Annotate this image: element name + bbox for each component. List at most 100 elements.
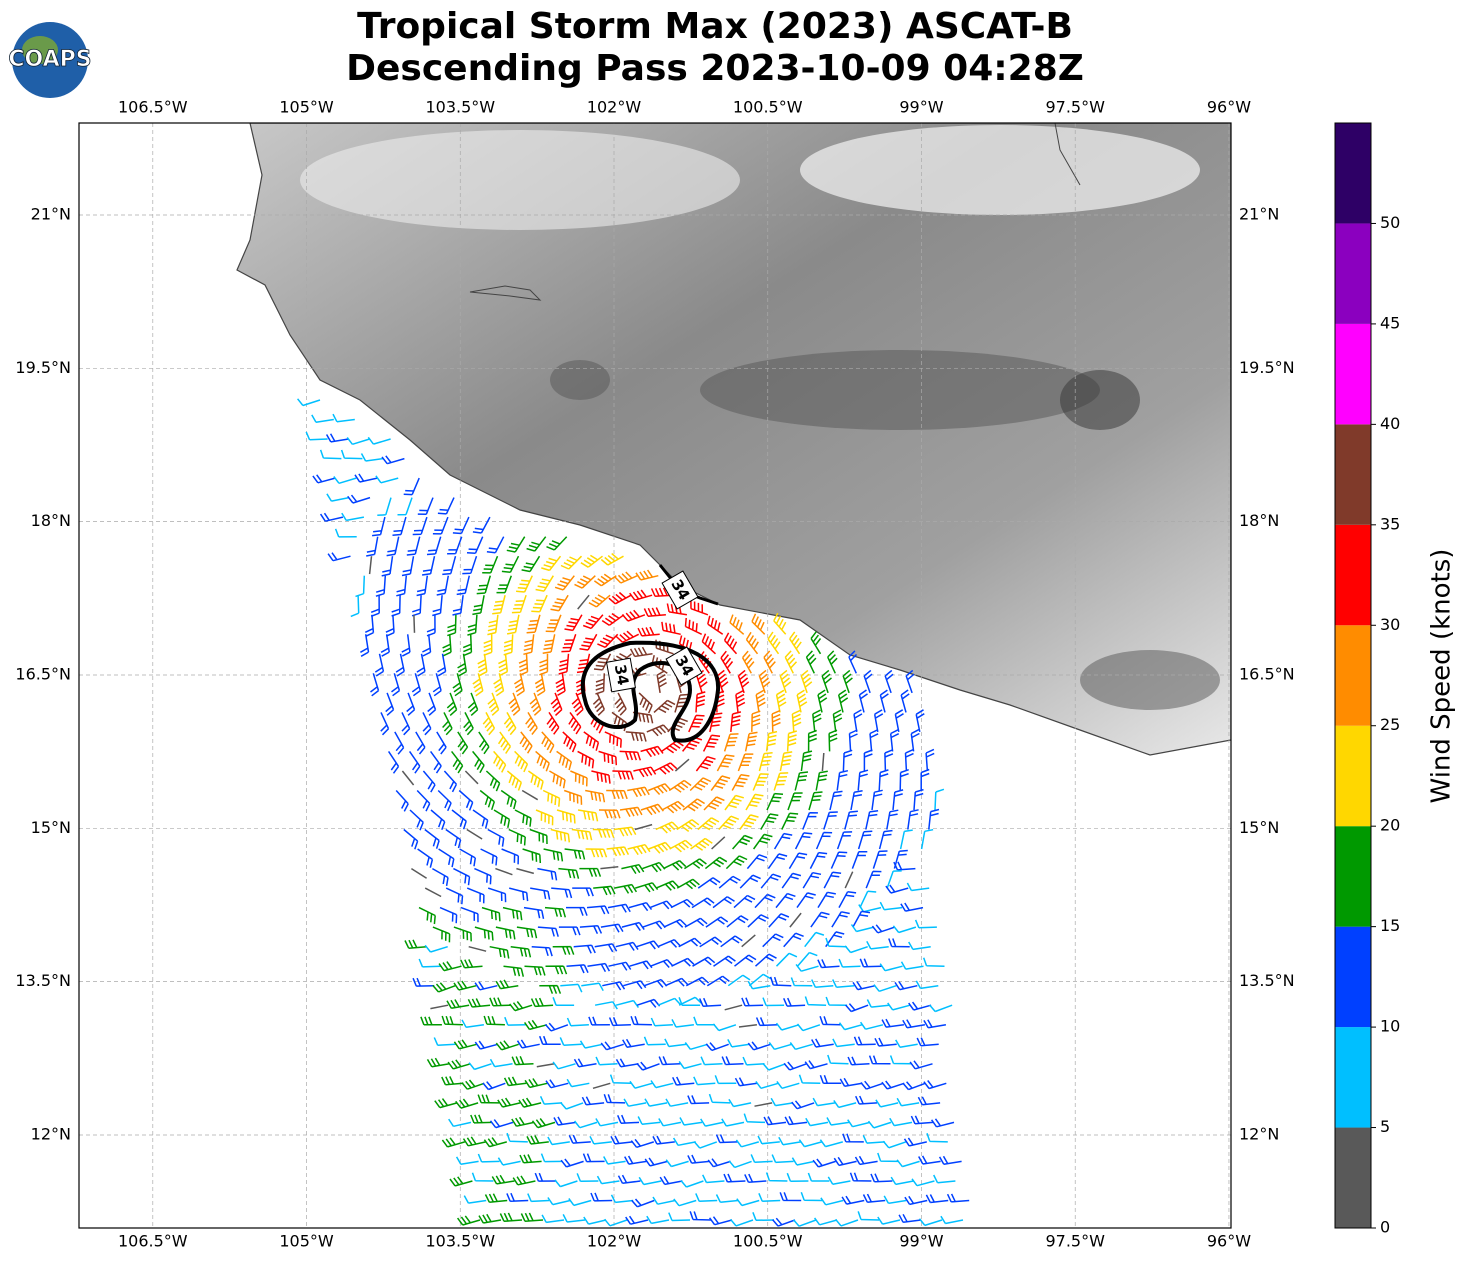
wind-barb bbox=[899, 768, 909, 791]
wind-barb bbox=[297, 398, 321, 407]
wind-barb bbox=[738, 1024, 757, 1028]
wind-barb bbox=[710, 775, 731, 791]
wind-barb bbox=[550, 594, 569, 612]
wind-barb bbox=[695, 691, 706, 713]
wind-barb bbox=[734, 1077, 758, 1087]
wind-barb bbox=[752, 833, 773, 850]
wind-barb bbox=[701, 633, 717, 655]
map-area: 34 34 34 bbox=[79, 123, 1231, 1228]
wind-barb bbox=[866, 999, 890, 1008]
wind-barb bbox=[678, 997, 701, 1007]
wind-barb bbox=[827, 1176, 851, 1185]
wind-barb bbox=[327, 552, 351, 562]
wind-barb bbox=[918, 1218, 943, 1227]
wind-barb bbox=[545, 965, 568, 975]
wind-barb bbox=[511, 1116, 535, 1127]
wind-barb bbox=[542, 789, 561, 807]
wind-barb bbox=[546, 711, 560, 735]
wind-barb bbox=[762, 933, 784, 948]
wind-barb bbox=[739, 814, 759, 830]
wind-barb bbox=[849, 1172, 872, 1182]
wind-barb bbox=[472, 516, 491, 534]
wind-barb bbox=[566, 1017, 589, 1027]
wind-barb bbox=[838, 958, 861, 968]
wind-barb bbox=[661, 621, 681, 636]
wind-barb bbox=[499, 1212, 523, 1223]
wind-barb bbox=[881, 1018, 904, 1028]
wind-barb bbox=[468, 945, 487, 952]
wind-barb bbox=[762, 1063, 786, 1071]
wind-barb bbox=[673, 1198, 697, 1207]
wind-barb bbox=[506, 770, 523, 791]
wind-barb bbox=[453, 980, 477, 991]
wind-barb bbox=[608, 961, 632, 971]
wind-barb bbox=[451, 809, 467, 830]
wind-barb bbox=[637, 626, 660, 637]
wind-barb bbox=[360, 634, 370, 657]
wind-barb bbox=[786, 1172, 809, 1182]
wind-barb bbox=[489, 945, 510, 959]
wind-barb bbox=[712, 896, 735, 909]
colorbar-bin bbox=[1335, 625, 1371, 726]
wind-barb bbox=[884, 749, 894, 772]
wind-barb bbox=[693, 1076, 716, 1086]
wind-barb bbox=[583, 731, 600, 751]
wind-barb bbox=[346, 437, 370, 446]
grid bbox=[79, 123, 1231, 1228]
wind-barb bbox=[600, 923, 624, 933]
wind-barb bbox=[447, 614, 457, 637]
wind-barb bbox=[340, 449, 363, 460]
wind-barb bbox=[779, 669, 792, 694]
wind-barb bbox=[705, 916, 729, 928]
wind-barb bbox=[598, 750, 618, 766]
wind-barb bbox=[595, 673, 606, 695]
wind-barb bbox=[790, 977, 813, 987]
wind-barb bbox=[483, 1137, 507, 1148]
wind-barb bbox=[685, 976, 710, 987]
wind-barb bbox=[430, 809, 446, 830]
wind-barb bbox=[729, 1218, 754, 1227]
wind-barb bbox=[540, 1153, 563, 1163]
wind-barb bbox=[916, 1037, 939, 1047]
terrain-dark bbox=[1060, 370, 1140, 430]
wind-barb bbox=[516, 867, 534, 875]
wind-barb bbox=[523, 1019, 548, 1031]
wind-barb bbox=[896, 1097, 920, 1107]
wind-barb bbox=[619, 806, 643, 817]
wind-barb bbox=[751, 710, 761, 732]
wind-barb bbox=[480, 848, 498, 866]
wind-barb bbox=[669, 839, 693, 853]
wind-barb bbox=[865, 870, 882, 889]
wind-barb bbox=[794, 832, 813, 850]
wind-barb bbox=[804, 1060, 828, 1070]
x-tick-label: 105°W bbox=[279, 98, 334, 117]
wind-barb bbox=[692, 956, 716, 967]
wind-barb bbox=[439, 906, 458, 924]
wind-barb bbox=[364, 614, 375, 637]
wind-barb bbox=[629, 1080, 653, 1089]
wind-barb bbox=[630, 1015, 652, 1026]
wind-barbs bbox=[297, 398, 970, 1227]
wind-barb bbox=[650, 1017, 673, 1027]
wind-barb bbox=[809, 851, 828, 869]
wind-barb bbox=[655, 821, 679, 834]
wind-barb bbox=[527, 1193, 550, 1203]
wind-barb bbox=[613, 826, 637, 837]
wind-barb bbox=[857, 1211, 880, 1221]
wind-barb bbox=[504, 1016, 526, 1026]
wind-barb bbox=[771, 1154, 794, 1164]
wind-barb bbox=[665, 1159, 689, 1168]
wind-barb bbox=[456, 1215, 481, 1226]
wind-barb bbox=[755, 1017, 778, 1027]
wind-barb bbox=[598, 809, 621, 819]
wind-barb bbox=[416, 575, 429, 597]
wind-barb bbox=[635, 569, 659, 581]
terrain-light bbox=[300, 130, 740, 230]
wind-barb bbox=[687, 1095, 710, 1105]
wind-barb bbox=[817, 689, 828, 713]
wind-barb bbox=[772, 1217, 796, 1227]
wind-barb bbox=[560, 1102, 584, 1110]
wind-barb bbox=[903, 1137, 927, 1147]
wind-barb bbox=[716, 754, 735, 772]
wind-barb bbox=[755, 1080, 779, 1090]
